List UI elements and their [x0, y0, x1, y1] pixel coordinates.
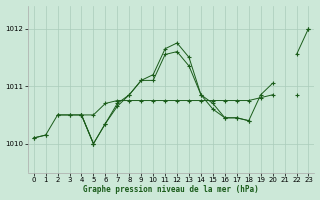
X-axis label: Graphe pression niveau de la mer (hPa): Graphe pression niveau de la mer (hPa) — [83, 185, 259, 194]
